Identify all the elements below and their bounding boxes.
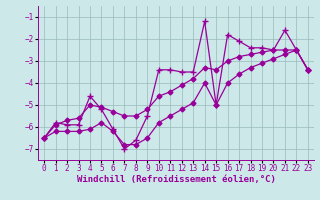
X-axis label: Windchill (Refroidissement éolien,°C): Windchill (Refroidissement éolien,°C): [76, 175, 276, 184]
